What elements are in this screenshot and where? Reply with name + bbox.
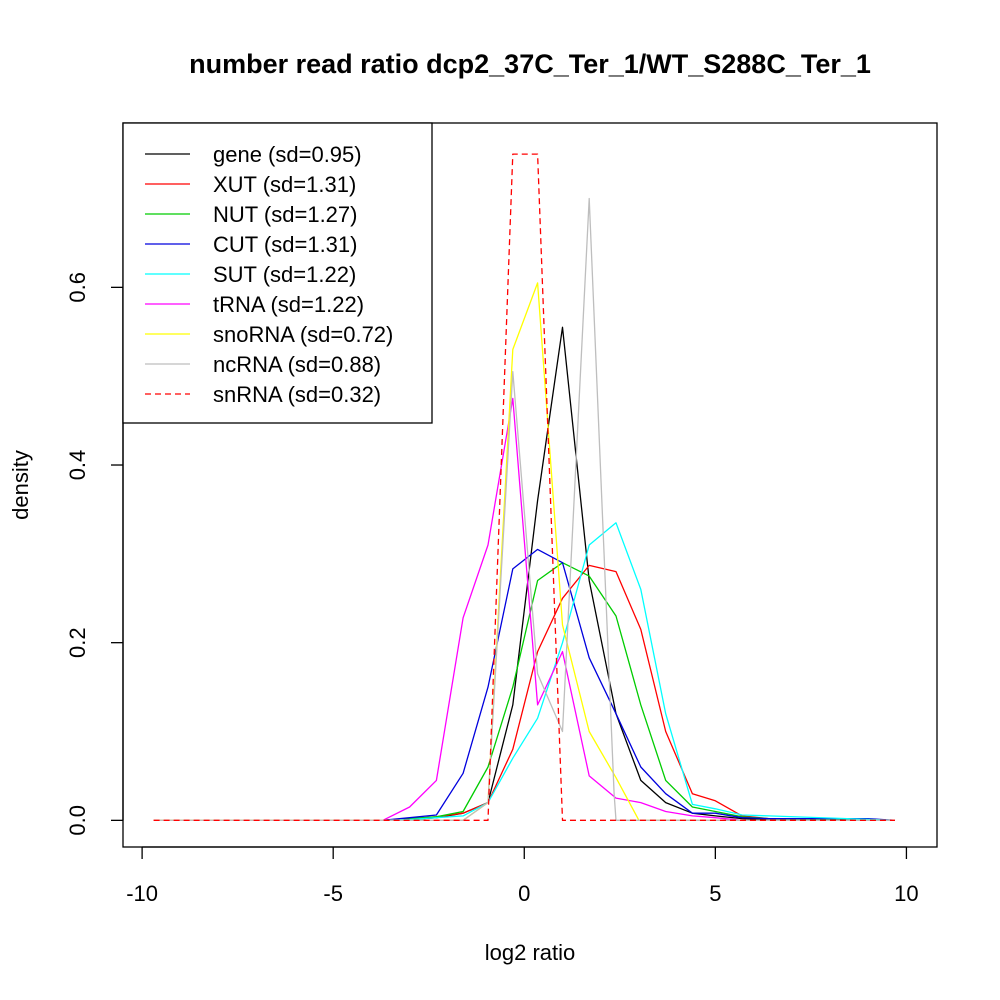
series-line (153, 153, 895, 821)
legend-box (122, 122, 433, 424)
x-axis-label: log2 ratio (485, 940, 576, 965)
legend-label: ncRNA (sd=0.88) (213, 352, 381, 377)
x-axis: -10 -5 0 5 10 (126, 846, 919, 906)
legend-label: snRNA (sd=0.32) (213, 382, 381, 407)
y-axis: 0.0 0.2 0.4 0.6 (65, 272, 124, 836)
x-tick-label: -10 (126, 881, 158, 906)
legend-label: snoRNA (sd=0.72) (213, 322, 393, 347)
series-line (153, 397, 895, 821)
legend-label: CUT (sd=1.31) (213, 232, 357, 257)
legend-label: gene (sd=0.95) (213, 142, 362, 167)
y-tick-label: 0.2 (65, 627, 90, 658)
legend-label: XUT (sd=1.31) (213, 172, 356, 197)
series-line (153, 522, 896, 821)
chart-title: number read ratio dcp2_37C_Ter_1/WT_S288… (189, 49, 871, 79)
y-axis-label: density (8, 450, 33, 520)
y-tick-label: 0.4 (65, 450, 90, 481)
legend-label: SUT (sd=1.22) (213, 262, 356, 287)
x-tick-label: 5 (709, 881, 721, 906)
x-tick-label: -5 (323, 881, 343, 906)
legend-label: NUT (sd=1.27) (213, 202, 357, 227)
x-tick-label: 10 (894, 881, 918, 906)
y-tick-label: 0.0 (65, 805, 90, 836)
series-layer (153, 153, 896, 821)
series-line (153, 548, 896, 821)
legend: gene (sd=0.95) XUT (sd=1.31) NUT (sd=1.27)… (122, 122, 433, 424)
y-tick-label: 0.6 (65, 272, 90, 303)
series-line (153, 562, 896, 821)
legend-label: tRNA (sd=1.22) (213, 292, 364, 317)
x-tick-label: 0 (518, 881, 530, 906)
